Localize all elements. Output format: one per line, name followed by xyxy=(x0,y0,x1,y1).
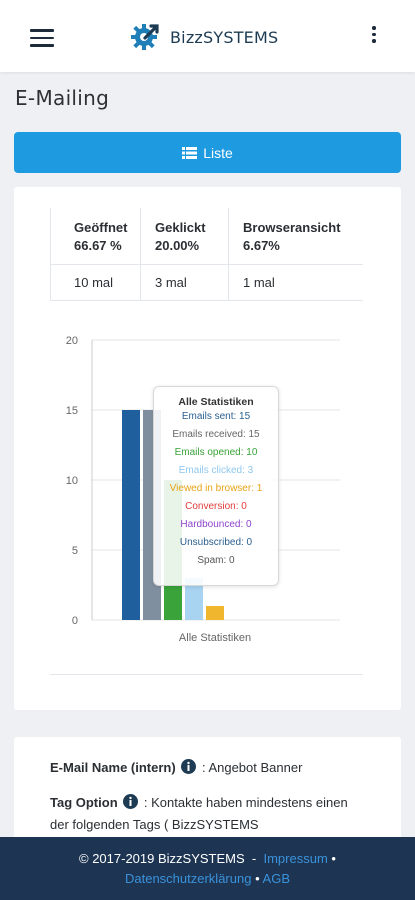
footer-separator: - xyxy=(251,851,257,866)
stats-header-row: Geöffnet 66.67 % Geklickt 20.00% Browser… xyxy=(50,208,363,265)
tag-option-row: Tag Option : Kontakte haben mindestens e… xyxy=(50,792,360,836)
stats-count: 1 mal xyxy=(243,275,275,290)
tooltip-line: Hardbounced: 0 xyxy=(180,519,252,530)
stats-header-cell: Geklickt 20.00% xyxy=(140,208,228,264)
stats-count: 3 mal xyxy=(155,275,187,290)
tag-option-label: Tag Option xyxy=(50,795,118,810)
info-circle-icon[interactable] xyxy=(123,794,139,809)
footer: © 2017-2019 BizzSYSTEMS - Impressum • Da… xyxy=(0,837,415,900)
stats-value-row: 10 mal 3 mal 1 mal xyxy=(50,265,363,301)
email-name-label: E-Mail Name (intern) xyxy=(50,760,176,775)
tooltip-title: Alle Statistiken xyxy=(178,396,254,408)
list-button-label: Liste xyxy=(203,144,233,161)
info-circle-icon[interactable] xyxy=(181,759,197,774)
list-button[interactable]: Liste xyxy=(14,132,401,173)
y-tick-label: 15 xyxy=(66,405,78,417)
stats-count: 10 mal xyxy=(74,275,114,290)
y-tick-label: 5 xyxy=(72,545,78,557)
stats-column-name: Browseransicht xyxy=(243,220,341,235)
x-category-label: Alle Statistiken xyxy=(179,632,251,644)
hamburger-menu-icon[interactable] xyxy=(30,29,54,47)
stats-column-percent: 6.67% xyxy=(243,238,280,253)
stats-header-cell: Browseransicht 6.67% xyxy=(228,208,363,264)
footer-bullet: • xyxy=(255,871,260,886)
brand-name: BizzSYSTEMS xyxy=(170,27,279,47)
vertical-dots-icon[interactable] xyxy=(370,26,378,46)
footer-copyright: © 2017-2019 BizzSYSTEMS xyxy=(79,851,245,866)
tooltip-line: Unsubscribed: 0 xyxy=(179,537,253,548)
chart-tooltip: Alle Statistiken Emails sent: 15 Emails r… xyxy=(153,386,279,586)
footer-link-datenschutz[interactable]: Datenschutzerklärung xyxy=(124,871,252,886)
email-name-row: E-Mail Name (intern) : Angebot Banner xyxy=(50,757,360,779)
email-name-value: : Angebot Banner xyxy=(201,760,303,775)
page-title: E-Mailing xyxy=(15,86,110,110)
stats-table: Geöffnet 66.67 % Geklickt 20.00% Browser… xyxy=(50,208,363,301)
stats-count-cell: 10 mal xyxy=(50,265,140,300)
list-icon xyxy=(182,146,198,159)
bar-emails-clicked[interactable] xyxy=(185,578,203,620)
logo-gear-icon xyxy=(131,24,159,50)
y-tick-label: 20 xyxy=(66,335,78,347)
tooltip-line: Viewed in browser: 1 xyxy=(169,483,263,494)
footer-bullet: • xyxy=(331,851,336,866)
bar-viewed-in-browser[interactable] xyxy=(206,606,224,620)
stats-column-percent: 66.67 % xyxy=(74,238,122,253)
y-tick-label: 0 xyxy=(72,615,78,627)
stats-count-cell: 3 mal xyxy=(140,265,228,300)
stats-column-name: Geöffnet xyxy=(74,220,128,235)
stats-column-percent: 20.00% xyxy=(155,238,200,253)
stats-count-cell: 1 mal xyxy=(228,265,363,300)
tooltip-line: Conversion: 0 xyxy=(185,501,247,512)
tooltip-line: Emails sent: 15 xyxy=(181,411,251,422)
tag-option-value: : Kontakte haben mindestens einen der fo… xyxy=(50,795,348,832)
brand-logo[interactable]: BizzSYSTEMS xyxy=(130,22,278,52)
tooltip-line: Emails received: 15 xyxy=(172,429,260,440)
bar-emails-sent[interactable] xyxy=(122,410,140,620)
chart-divider xyxy=(50,674,363,675)
top-bar: BizzSYSTEMS xyxy=(0,0,415,72)
footer-link-agb[interactable]: AGB xyxy=(262,871,291,886)
tooltip-line: Emails opened: 10 xyxy=(174,447,258,458)
tooltip-line: Spam: 0 xyxy=(197,555,235,566)
footer-link-impressum[interactable]: Impressum xyxy=(263,851,328,866)
tooltip-line: Emails clicked: 3 xyxy=(178,465,254,476)
y-tick-label: 10 xyxy=(66,475,78,487)
stats-column-name: Geklickt xyxy=(155,220,206,235)
stats-header-cell: Geöffnet 66.67 % xyxy=(50,208,140,264)
